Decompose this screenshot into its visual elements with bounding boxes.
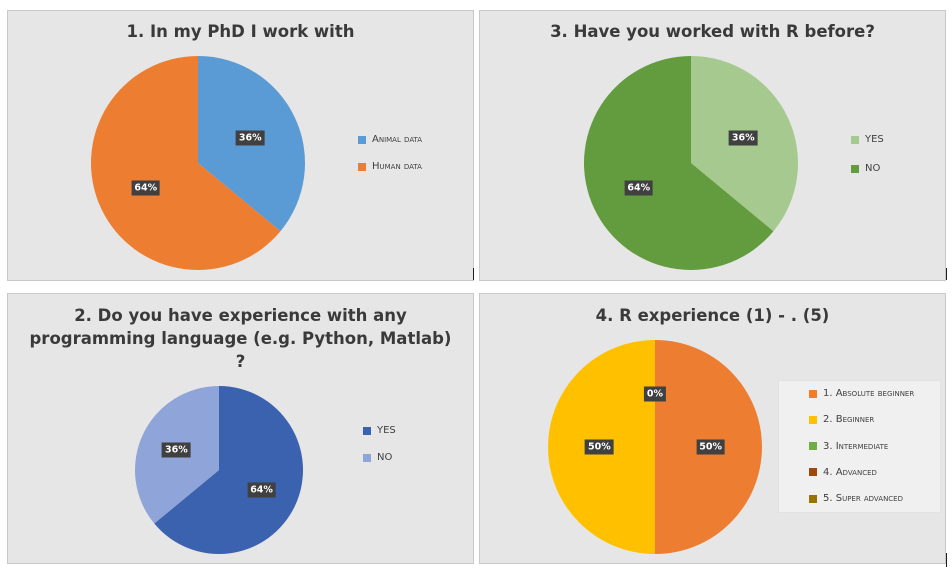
legend-label: NO	[865, 163, 881, 174]
chart-legend: Animal data Human data	[350, 130, 440, 182]
legend-item: 2. Beginner	[809, 414, 874, 425]
legend-swatch	[809, 442, 817, 451]
legend-swatch	[363, 453, 371, 462]
data-label: 64%	[131, 180, 161, 196]
legend-swatch	[363, 426, 371, 435]
data-label: 36%	[162, 442, 191, 458]
data-label: 36%	[728, 130, 758, 146]
legend-swatch	[358, 162, 366, 171]
chart-title-line: ?	[235, 352, 246, 371]
pie-slice	[154, 386, 304, 554]
legend-item: 5. Super advanced	[809, 493, 903, 504]
legend-item: 1. Absolute beginner	[809, 388, 914, 399]
chart-legend: YES NO	[843, 130, 891, 182]
legend-swatch	[851, 164, 859, 173]
divider-tick	[473, 268, 474, 280]
data-label: 64%	[624, 180, 654, 196]
divider-tick	[946, 268, 947, 280]
legend-label: 5. Super advanced	[823, 493, 903, 505]
legend-item: Animal data	[358, 134, 422, 145]
legend-item: Human data	[358, 161, 422, 172]
legend-item: 4. Advanced	[809, 467, 877, 478]
legend-swatch	[809, 494, 817, 503]
pie-chart	[135, 386, 304, 554]
legend-item: YES	[851, 134, 884, 145]
legend-item: NO	[363, 452, 392, 463]
legend-item: 3. Intermediate	[809, 441, 888, 452]
data-label: 50%	[696, 439, 725, 455]
legend-label: NO	[377, 452, 393, 463]
chart-title: 1. In my PhD I work with	[126, 22, 355, 41]
data-label: 36%	[235, 130, 265, 146]
divider-tick	[946, 553, 947, 567]
pie-slice	[584, 56, 774, 270]
chart-legend: YES NO	[355, 421, 403, 473]
chart-title-line: programming language (e.g. Python, Matla…	[29, 329, 452, 348]
legend-item: NO	[851, 163, 880, 174]
chart-legend: 1. Absolute beginner 2. Beginner 3. Interm…	[778, 380, 941, 513]
legend-label: 1. Absolute beginner	[823, 388, 915, 399]
chart-panel-worked-with-r: 3. Have you worked with R before? YES NO …	[479, 10, 946, 281]
legend-label: YES	[377, 425, 396, 436]
legend-label: 4. Advanced	[823, 466, 877, 478]
legend-label: Human data	[372, 161, 422, 172]
data-label: 64%	[247, 482, 276, 498]
chart-title: 4. R experience (1) - . (5)	[595, 306, 830, 325]
legend-label: 2. Beginner	[823, 414, 875, 426]
data-label: 50%	[584, 439, 614, 455]
chart-title: 2. Do you have experience with any progr…	[8, 304, 473, 373]
legend-swatch	[809, 468, 817, 477]
chart-title-line: 2. Do you have experience with any	[74, 306, 407, 325]
legend-swatch	[809, 415, 817, 424]
chart-panel-phd-data: 1. In my PhD I work with Animal data Huma…	[7, 10, 474, 281]
chart-title: 3. Have you worked with R before?	[550, 22, 875, 41]
legend-label: 3. Intermediate	[823, 440, 889, 452]
legend-item: YES	[363, 425, 396, 436]
legend-label: YES	[865, 134, 884, 145]
legend-label: Animal data	[372, 134, 423, 145]
legend-swatch	[851, 135, 859, 144]
legend-swatch	[809, 389, 817, 398]
chart-panel-r-experience: 4. R experience (1) - . (5) 1. Absolute …	[479, 293, 946, 564]
chart-panel-programming-experience: 2. Do you have experience with any progr…	[7, 293, 474, 564]
legend-swatch	[358, 135, 366, 144]
pie-slice	[90, 56, 281, 270]
data-label: 0%	[643, 386, 667, 401]
